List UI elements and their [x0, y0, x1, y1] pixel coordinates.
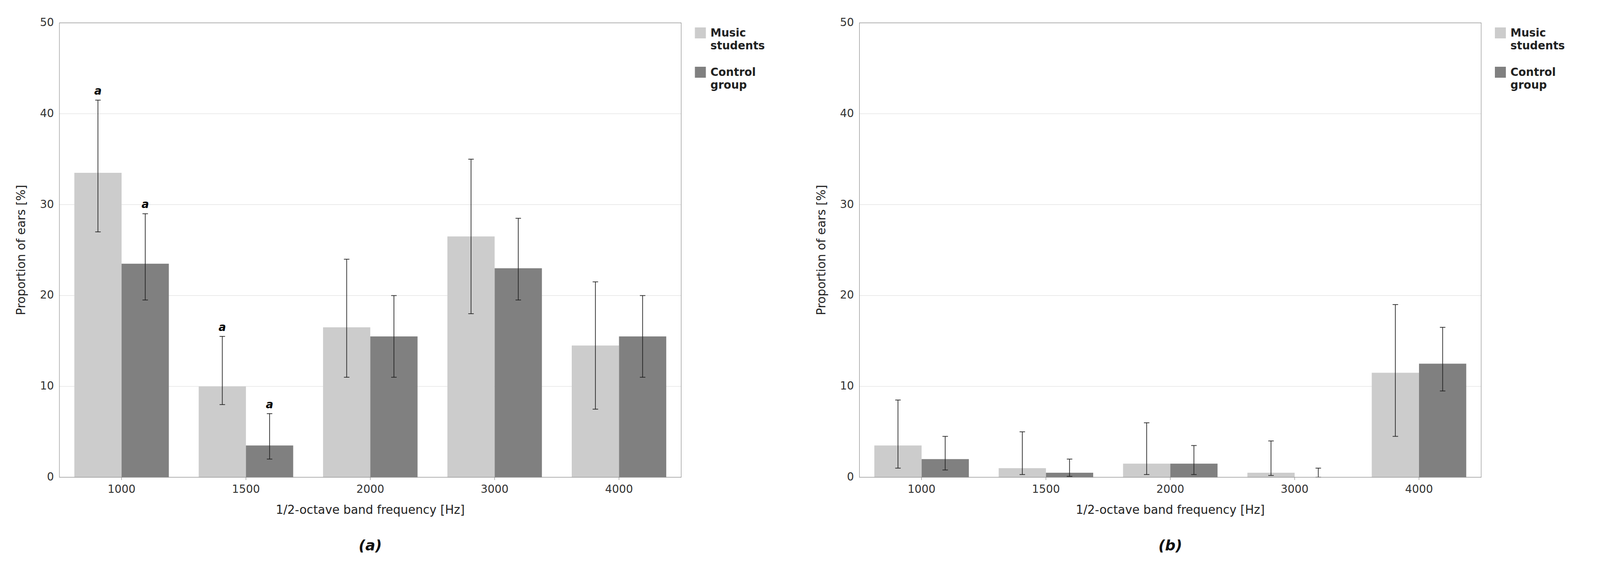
- grid-line: [59, 204, 682, 205]
- x-tick-label: 2000: [356, 482, 385, 496]
- x-axis-label: 1/2-octave band frequency [Hz]: [275, 502, 465, 517]
- x-tick-label: 2000: [1156, 482, 1185, 496]
- error-bar: [1190, 445, 1197, 475]
- x-tick-label: 4000: [605, 482, 633, 496]
- legend-label-line: Music: [710, 26, 747, 40]
- error-bar: [219, 336, 225, 405]
- x-tick: [494, 477, 495, 480]
- x-tick: [1045, 477, 1047, 480]
- legend: Musicstudents Controlgroup: [1494, 26, 1565, 92]
- error-bar: [639, 295, 646, 378]
- legend-label-line: Control: [1510, 65, 1556, 79]
- y-tick-label: 0: [846, 470, 854, 484]
- error-bar: [1019, 431, 1026, 475]
- legend-swatch: [695, 66, 707, 78]
- x-tick: [921, 477, 922, 480]
- error-bar: [95, 100, 101, 232]
- background: [0, 0, 1600, 587]
- x-tick: [1169, 477, 1171, 480]
- error-bar: [468, 159, 474, 314]
- error-bar: [1392, 304, 1399, 436]
- error-bar: [1066, 458, 1073, 477]
- x-axis-label: 1/2-octave band frequency [Hz]: [1075, 502, 1266, 517]
- grid-line: [59, 113, 682, 114]
- error-bar: [895, 399, 901, 468]
- error-bar: [1315, 467, 1322, 478]
- y-tick-label: 0: [47, 470, 54, 484]
- subtitle: (a): [358, 536, 383, 554]
- y-tick-label: 10: [39, 379, 54, 393]
- x-tick-label: 1500: [1031, 482, 1060, 496]
- annotation: a: [218, 320, 226, 334]
- legend-label: Controlgroup: [1510, 65, 1556, 92]
- y-tick-label: 20: [839, 288, 855, 302]
- figure: 0 10 20 30 40 50 1000 1500 2000 3000 4000 1/2-octav…: [0, 0, 1600, 587]
- plot-area: [874, 304, 1467, 478]
- error-bar: [266, 413, 273, 459]
- legend-label-line: group: [1510, 78, 1547, 92]
- error-bar: [1268, 440, 1274, 476]
- legend-label-line: group: [710, 78, 748, 92]
- error-bar: [1143, 422, 1150, 475]
- error-bar: [391, 295, 397, 378]
- y-tick-label: 40: [39, 106, 54, 120]
- y-tick-label: 40: [839, 106, 855, 120]
- grid-line: [859, 295, 1482, 296]
- legend: Musicstudents Controlgroup: [695, 26, 766, 92]
- annotation: a: [265, 398, 274, 411]
- error-bar: [592, 281, 599, 410]
- legend-label-line: Music: [1510, 26, 1547, 40]
- legend-label: Musicstudents: [1510, 26, 1565, 53]
- y-tick-label: 20: [39, 288, 54, 302]
- y-tick-label: 30: [39, 197, 54, 211]
- y-tick-label: 10: [839, 379, 855, 393]
- x-tick: [370, 477, 371, 480]
- y-tick-label: 50: [839, 15, 855, 29]
- legend-label: Controlgroup: [710, 65, 756, 92]
- x-tick-label: 1500: [232, 482, 261, 496]
- y-tick-label: 30: [839, 197, 855, 211]
- chart-panel: 0 10 20 30 40 50 1000 1500 2000 3000 4000 1/2-octav…: [14, 15, 766, 554]
- legend-swatch: [695, 27, 707, 39]
- x-tick: [245, 477, 247, 480]
- legend-swatch: [1494, 66, 1506, 78]
- x-tick: [121, 477, 123, 480]
- x-tick: [1294, 477, 1295, 480]
- x-tick-label: 1000: [107, 482, 136, 496]
- y-tick-label: 50: [39, 15, 54, 29]
- legend-label: Musicstudents: [710, 26, 766, 53]
- x-tick-label: 1000: [907, 482, 936, 496]
- annotation: a: [141, 197, 149, 211]
- legend-label-line: students: [710, 39, 766, 53]
- y-axis-label: Proportion of ears [%]: [14, 184, 28, 315]
- x-tick-label: 3000: [480, 482, 509, 496]
- x-tick-label: 4000: [1404, 482, 1433, 496]
- chart-panel: 0 10 20 30 40 50 1000 1500 2000 3000 4000 1/2-octav…: [814, 15, 1566, 554]
- legend-label-line: Control: [710, 65, 756, 79]
- grid-line: [859, 113, 1482, 114]
- x-tick: [618, 477, 620, 480]
- legend-label-line: students: [1510, 39, 1565, 53]
- error-bar: [1440, 327, 1446, 391]
- plot-frame: [59, 22, 682, 478]
- plot-frame: [859, 22, 1482, 478]
- error-bar: [142, 213, 149, 300]
- y-axis-label: Proportion of ears [%]: [814, 184, 829, 315]
- plot-area: [74, 100, 667, 478]
- error-bar: [344, 259, 350, 378]
- error-bar: [515, 217, 521, 300]
- error-bar: [942, 436, 948, 471]
- annotation: a: [94, 84, 102, 98]
- x-tick-label: 3000: [1280, 482, 1309, 496]
- x-tick: [1418, 477, 1420, 480]
- legend-swatch: [1494, 27, 1506, 39]
- grid-line: [859, 204, 1482, 205]
- subtitle: (b): [1158, 536, 1183, 554]
